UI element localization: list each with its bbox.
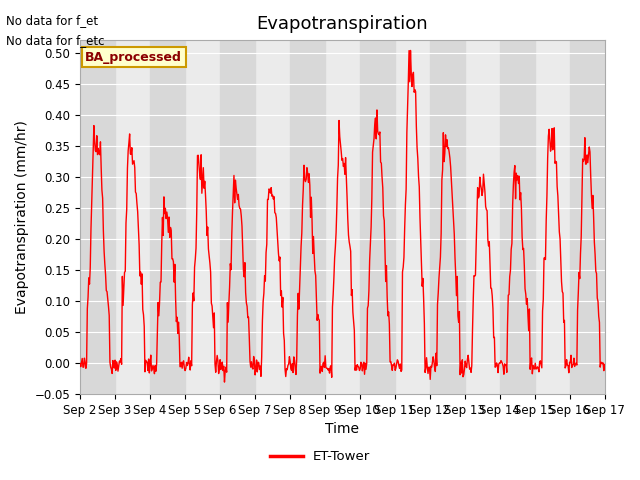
- Text: BA_processed: BA_processed: [85, 51, 182, 64]
- Bar: [360, 40, 395, 394]
- Bar: [290, 40, 325, 394]
- Bar: [429, 40, 465, 394]
- Bar: [220, 40, 255, 394]
- X-axis label: Time: Time: [325, 422, 359, 436]
- Text: No data for f_etc: No data for f_etc: [6, 34, 105, 47]
- Title: Evapotranspiration: Evapotranspiration: [257, 15, 428, 33]
- Bar: [80, 40, 115, 394]
- Bar: [500, 40, 534, 394]
- Bar: [150, 40, 185, 394]
- Text: No data for f_et: No data for f_et: [6, 14, 99, 27]
- Y-axis label: Evapotranspiration (mm/hr): Evapotranspiration (mm/hr): [15, 120, 29, 314]
- Legend: ET-Tower: ET-Tower: [264, 445, 376, 468]
- Bar: [570, 40, 605, 394]
